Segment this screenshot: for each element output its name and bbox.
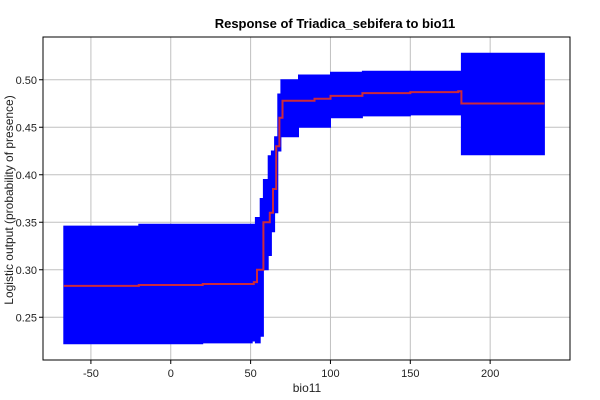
y-axis-label: Logistic output (probability of presence… [2, 95, 16, 304]
x-tick-label: 100 [321, 368, 339, 380]
chart-title: Response of Triadica_sebifera to bio11 [215, 16, 456, 31]
x-tick-label: 150 [401, 368, 419, 380]
x-tick-label: 50 [244, 368, 256, 380]
plot-frame [42, 36, 571, 361]
confidence-band [63, 52, 545, 345]
band-area [63, 52, 545, 345]
y-tick-label: 0.50 [16, 75, 37, 87]
y-tick-label: 0.30 [16, 265, 37, 277]
x-tick-label: -50 [83, 368, 99, 380]
mean-line [63, 90, 545, 287]
x-axis-label: bio11 [293, 381, 322, 395]
x-axis-ticks: -50 0 50 100 150 200 [83, 360, 499, 380]
y-tick-label: 0.35 [16, 217, 37, 229]
x-tick-label: 200 [481, 368, 499, 380]
y-tick-label: 0.25 [16, 312, 37, 324]
mean-response [63, 90, 545, 287]
x-tick-label: 0 [168, 368, 174, 380]
y-tick-label: 0.45 [16, 122, 37, 134]
y-axis-ticks: 0.25 0.30 0.35 0.40 0.45 0.50 [16, 75, 43, 324]
y-tick-label: 0.40 [16, 170, 37, 182]
